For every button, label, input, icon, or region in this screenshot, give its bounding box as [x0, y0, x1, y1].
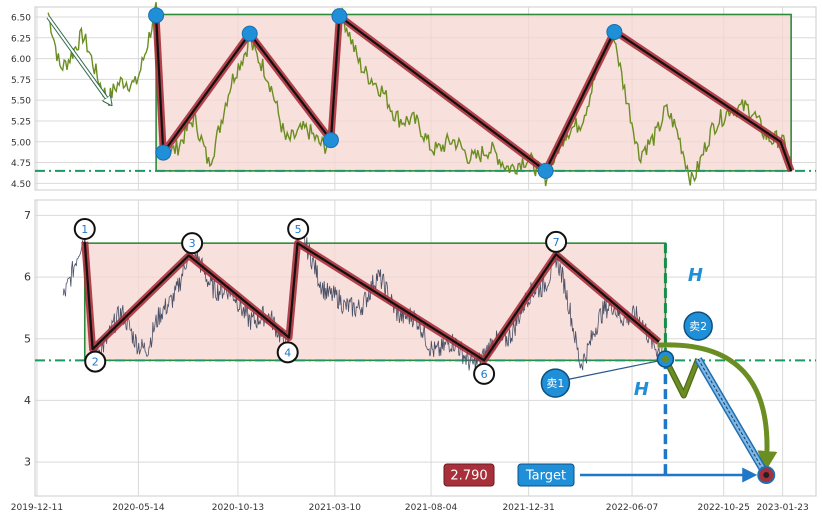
- target-value: 2.790: [450, 469, 487, 484]
- x-tick-label: 2021-12-31: [502, 503, 554, 513]
- y-tick-label: 6.00: [11, 55, 31, 65]
- numbered-marker: [181, 232, 204, 255]
- x-tick-label: 2021-03-10: [309, 503, 362, 513]
- pullback-path: [663, 358, 700, 398]
- numbered-marker-label: 6: [481, 368, 488, 381]
- pivot-node: [322, 132, 339, 149]
- price-line: [62, 230, 663, 375]
- numbered-marker: [545, 230, 568, 253]
- bottom-panel: 3 4 5 6 7 2019-12-11 2020-05-14 2020-10-13 2021-…: [11, 199, 817, 513]
- x-tick-label: 2022-10-25: [698, 503, 750, 513]
- numbered-marker-label: 1: [81, 223, 88, 236]
- target-label-box: [517, 463, 575, 487]
- height-label-upper: H: [688, 265, 703, 286]
- y-tick-label: 5.25: [11, 117, 31, 127]
- zigzag-inner: [83, 241, 660, 362]
- trend-arrow: [47, 16, 111, 104]
- numbered-marker-label: 5: [295, 223, 302, 236]
- height-label-lower: H: [634, 379, 649, 400]
- pivot-node: [155, 144, 172, 161]
- sell1-label: 卖1: [546, 377, 564, 390]
- x-tick-label: 2023-01-23: [756, 503, 808, 513]
- y-tick-label: 6: [24, 271, 31, 284]
- target-node-core: [763, 472, 770, 479]
- y-tick-label: 3: [24, 456, 31, 469]
- top-panel: 4.50 4.75 5.00 5.25 5.50 5.75 6.00 6.25 6.50: [11, 1, 817, 191]
- numbered-marker: [73, 217, 96, 240]
- y-tick-label: 6.50: [11, 13, 31, 23]
- y-tick-label: 5.50: [11, 97, 31, 107]
- price-line: [47, 1, 792, 187]
- y-tick-label: 5.00: [11, 138, 31, 148]
- x-tick-label: 2020-10-13: [212, 503, 264, 513]
- numbered-marker: [287, 217, 310, 240]
- x-tick-label: 2020-05-14: [112, 503, 165, 513]
- numbered-marker-label: 3: [189, 237, 196, 250]
- projection-curve-arrow: [657, 342, 778, 472]
- target-label: Target: [525, 469, 566, 484]
- decline-band-dash: [697, 358, 767, 476]
- numbered-marker-label: 4: [284, 346, 291, 359]
- y-tick-label: 4.50: [11, 180, 31, 190]
- pivot-node: [241, 25, 258, 42]
- y-tick-label: 5: [24, 332, 31, 345]
- numbered-marker-label: 2: [92, 356, 99, 369]
- numbered-marker: [84, 350, 107, 373]
- pivot-node: [606, 23, 623, 40]
- pivot-node: [331, 8, 348, 25]
- sell2-label: 卖2: [689, 320, 707, 333]
- numbered-marker: [473, 362, 496, 385]
- pivot-node: [148, 7, 165, 24]
- y-tick-label: 4: [24, 394, 31, 407]
- sell1-marker: [540, 368, 571, 398]
- break-node-core: [661, 355, 669, 363]
- x-tick-label: 2019-12-11: [11, 503, 63, 513]
- numbered-marker: [276, 341, 299, 364]
- y-tick-label: 5.75: [11, 76, 31, 86]
- sell1-pointer: [569, 360, 658, 380]
- pivot-node: [537, 162, 554, 179]
- sell2-marker: [683, 311, 713, 341]
- numbered-marker-label: 7: [553, 236, 560, 249]
- target-value-box: [443, 463, 495, 487]
- y-tick-label: 4.75: [11, 159, 31, 169]
- range-box: [155, 13, 792, 172]
- y-tick-label: 6.25: [11, 34, 31, 44]
- y-tick-label: 7: [24, 209, 31, 222]
- x-tick-label: 2022-06-07: [606, 503, 658, 513]
- x-tick-label: 2021-08-04: [405, 503, 458, 513]
